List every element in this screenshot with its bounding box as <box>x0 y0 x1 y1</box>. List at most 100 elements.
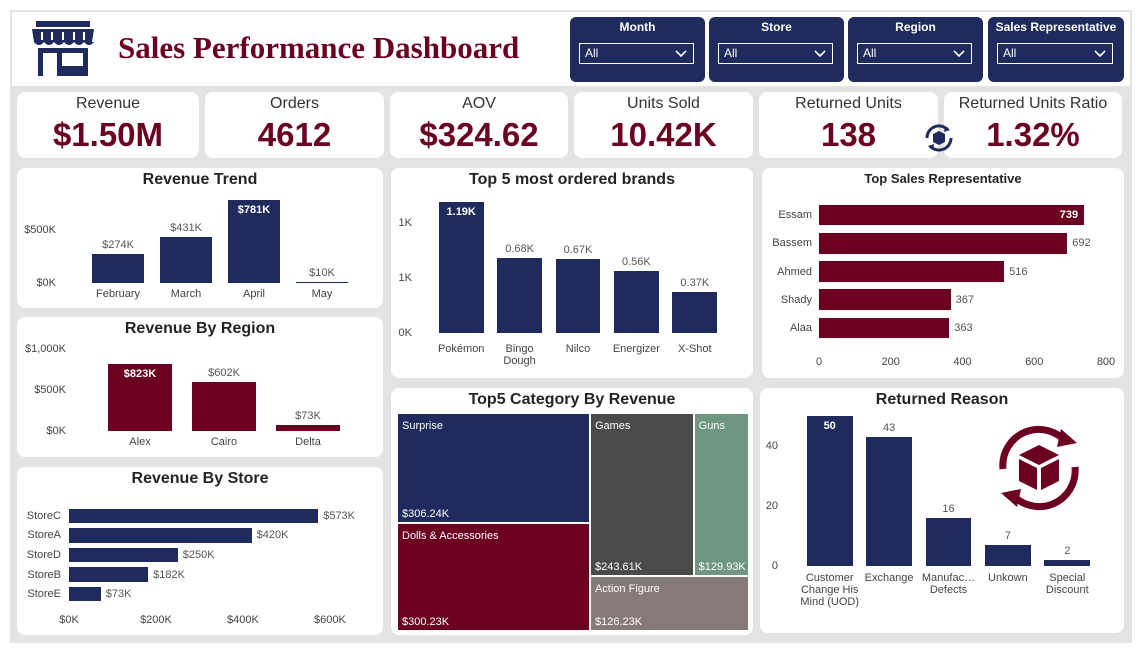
bar <box>672 292 718 333</box>
data-label: $250K <box>182 549 215 561</box>
kpi-card: AOV $324.62 <box>390 92 568 158</box>
treemap-tile: Guns $129.93K <box>694 414 748 575</box>
data-label: $823K <box>123 367 157 380</box>
filter-dropdown[interactable]: All <box>718 43 833 64</box>
bar <box>925 518 972 566</box>
return-reason-icon <box>999 425 1079 511</box>
data-label: 16 <box>942 503 955 515</box>
data-label: 0.56K <box>622 256 651 269</box>
filter-dropdown[interactable]: All <box>997 43 1113 64</box>
tile-value: $243.61K <box>594 560 643 573</box>
y-tick-label: Essam <box>778 209 812 222</box>
x-tick-label: 800 <box>1096 356 1116 368</box>
data-label: $431K <box>170 222 202 235</box>
bar <box>555 259 601 333</box>
x-tick-label: Unkown <box>988 572 1028 584</box>
bar <box>91 253 145 283</box>
data-label: $73K <box>105 588 132 601</box>
bar <box>819 317 950 339</box>
data-label: 363 <box>954 321 973 334</box>
tile-value: $129.93K <box>698 560 746 573</box>
bar <box>107 363 173 431</box>
tile-label: Surprise <box>402 420 443 432</box>
chart-card: Top Sales Representative 0 200 400 600 800 Ess… <box>762 168 1124 378</box>
bar <box>819 261 1005 282</box>
bar <box>613 271 659 333</box>
y-tick-label: $0K <box>36 277 56 289</box>
data-label: 516 <box>1009 265 1028 278</box>
filter: Month All <box>570 17 705 82</box>
x-tick-label: Bingo Dough <box>503 343 536 367</box>
filter-dropdown[interactable]: All <box>579 43 694 64</box>
bar <box>819 204 1085 226</box>
bar <box>497 257 543 333</box>
x-tick-label: Delta <box>295 436 321 448</box>
chart-title: Revenue By Store <box>131 470 269 487</box>
x-tick-label: Cairo <box>210 436 238 448</box>
data-label: 0.67K <box>563 244 593 257</box>
x-tick-label: May <box>311 288 333 300</box>
data-label: 1.19K <box>446 205 476 218</box>
tile-value: $300.23K <box>402 615 450 628</box>
y-tick-label: $500K <box>34 384 66 396</box>
filter-dropdown[interactable]: All <box>857 43 972 64</box>
bar <box>69 547 178 563</box>
x-tick-label: Special Discount <box>1045 572 1089 596</box>
x-tick-label: 200 <box>881 356 900 368</box>
x-tick-label: 600 <box>1025 356 1044 368</box>
kpi-label: Returned Units Ratio <box>958 95 1108 112</box>
return-icon <box>925 124 953 152</box>
x-tick-label: $200K <box>140 614 172 626</box>
data-label: 0.37K <box>680 277 710 290</box>
x-tick-label: February <box>95 288 141 300</box>
x-tick-label: Pokémon <box>437 343 485 355</box>
data-label: 692 <box>1072 237 1091 250</box>
chart-title: Revenue By Region <box>124 320 276 337</box>
kpi-value: 4612 <box>257 116 332 153</box>
x-tick-label: Exchange <box>864 572 914 584</box>
store-logo <box>32 21 94 76</box>
bar <box>191 381 257 431</box>
chevron <box>953 50 965 58</box>
data-label: $182K <box>153 568 185 581</box>
kpi-value: 10.42K <box>610 116 717 153</box>
data-label: $781K <box>237 204 271 217</box>
filter: Region All <box>848 17 983 82</box>
data-label: 739 <box>1059 209 1079 222</box>
tile-label: Dolls & Accessories <box>402 530 499 543</box>
filter: Sales Representative All <box>988 17 1124 82</box>
kpi-label: AOV <box>462 95 496 112</box>
y-tick-label: Alaa <box>789 321 812 334</box>
dashboard-title: Sales Performance Dashboard <box>118 30 520 65</box>
chevron <box>1094 50 1106 58</box>
bar <box>819 289 951 310</box>
kpi-value: 138 <box>820 116 877 153</box>
bar <box>1044 560 1091 566</box>
data-label: $602K <box>208 366 240 379</box>
data-label: $73K <box>295 410 321 422</box>
kpi-label: Units Sold <box>627 95 700 112</box>
x-tick-label: $0K <box>59 614 79 626</box>
chevron <box>814 50 826 58</box>
y-tick-label: StoreC <box>26 509 61 522</box>
chart-title: Revenue Trend <box>142 171 258 188</box>
data-label: $420K <box>256 529 289 542</box>
filter: Store All <box>709 17 844 82</box>
chart-card: Revenue By Store $0K $200K $400K $600K StoreC… <box>17 467 383 635</box>
chart-card: Returned Reason 0 20 40 50 Customer Change Hi… <box>760 388 1124 633</box>
x-tick-label: Manufac… Defects <box>921 572 976 596</box>
x-tick-label: $600K <box>314 614 346 626</box>
x-tick-label: 0 <box>815 356 823 368</box>
treemap-tile: Action Figure $126.23K <box>590 576 748 630</box>
chart-card: Top 5 most ordered brands 0K 1K 1K 1.19K Poké… <box>391 168 753 378</box>
kpi-label: Orders <box>270 95 319 112</box>
x-tick-label: X-Shot <box>677 343 712 355</box>
kpi-label: Returned Units <box>795 95 902 112</box>
data-label: $10K <box>309 266 335 279</box>
kpi-card: Orders 4612 <box>205 92 384 158</box>
x-tick-label: Alex <box>129 436 151 448</box>
filter-label: Sales Representative <box>995 20 1117 34</box>
bar <box>159 237 213 283</box>
kpi-value: $1.50M <box>52 116 164 153</box>
filter-label: Store <box>761 20 792 34</box>
